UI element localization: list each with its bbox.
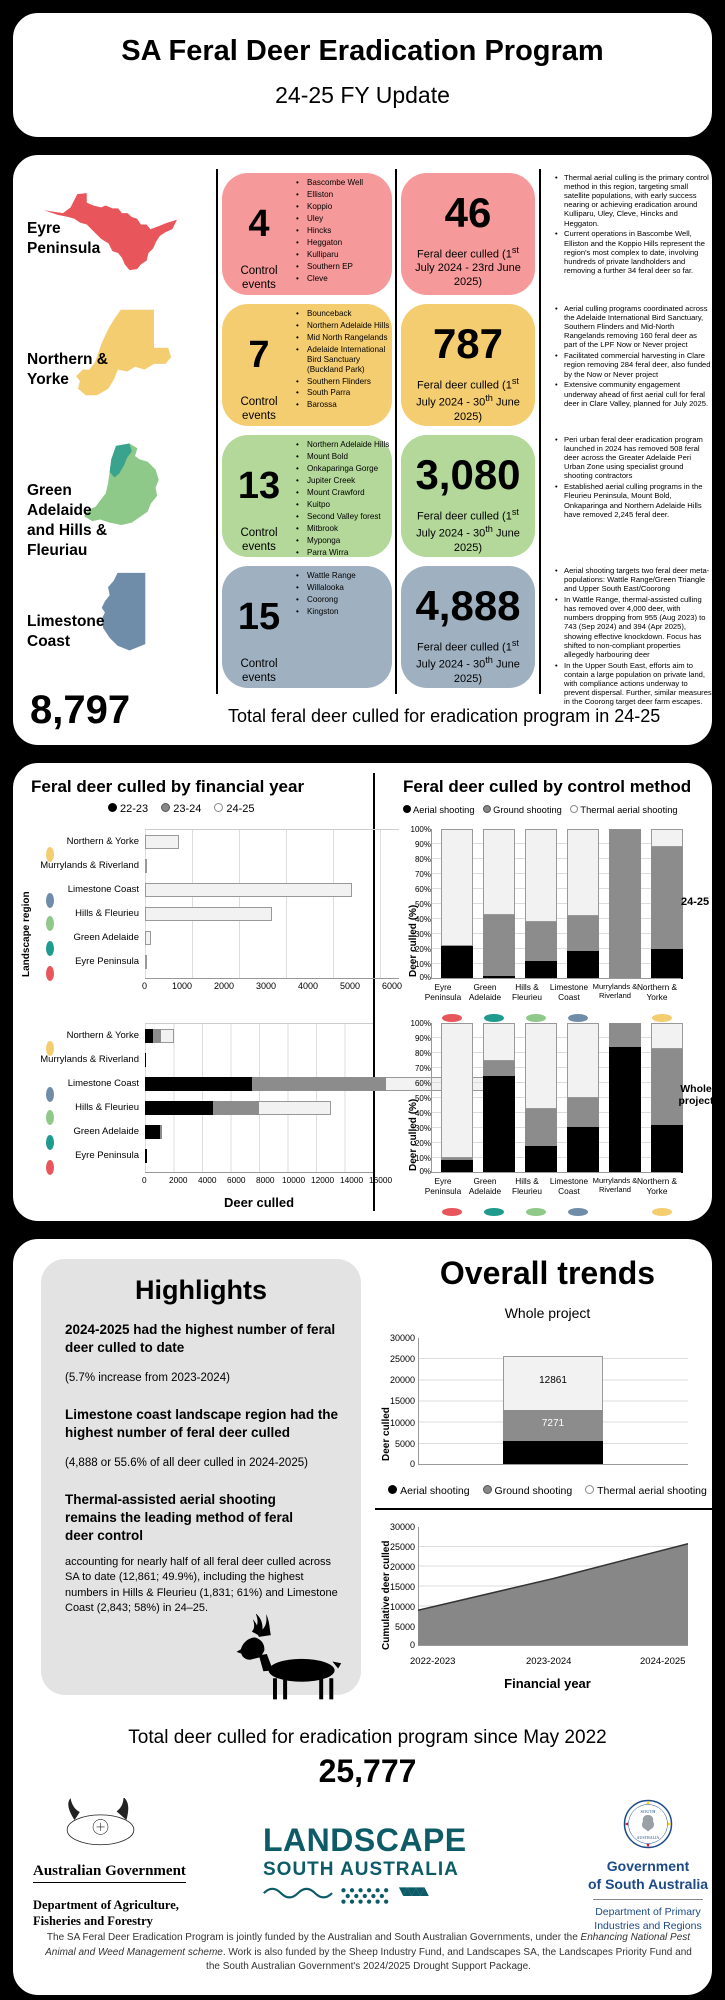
svg-text:AUSTRALIA: AUSTRALIA <box>637 1835 660 1840</box>
svg-text:SOUTH: SOUTH <box>640 1809 656 1814</box>
